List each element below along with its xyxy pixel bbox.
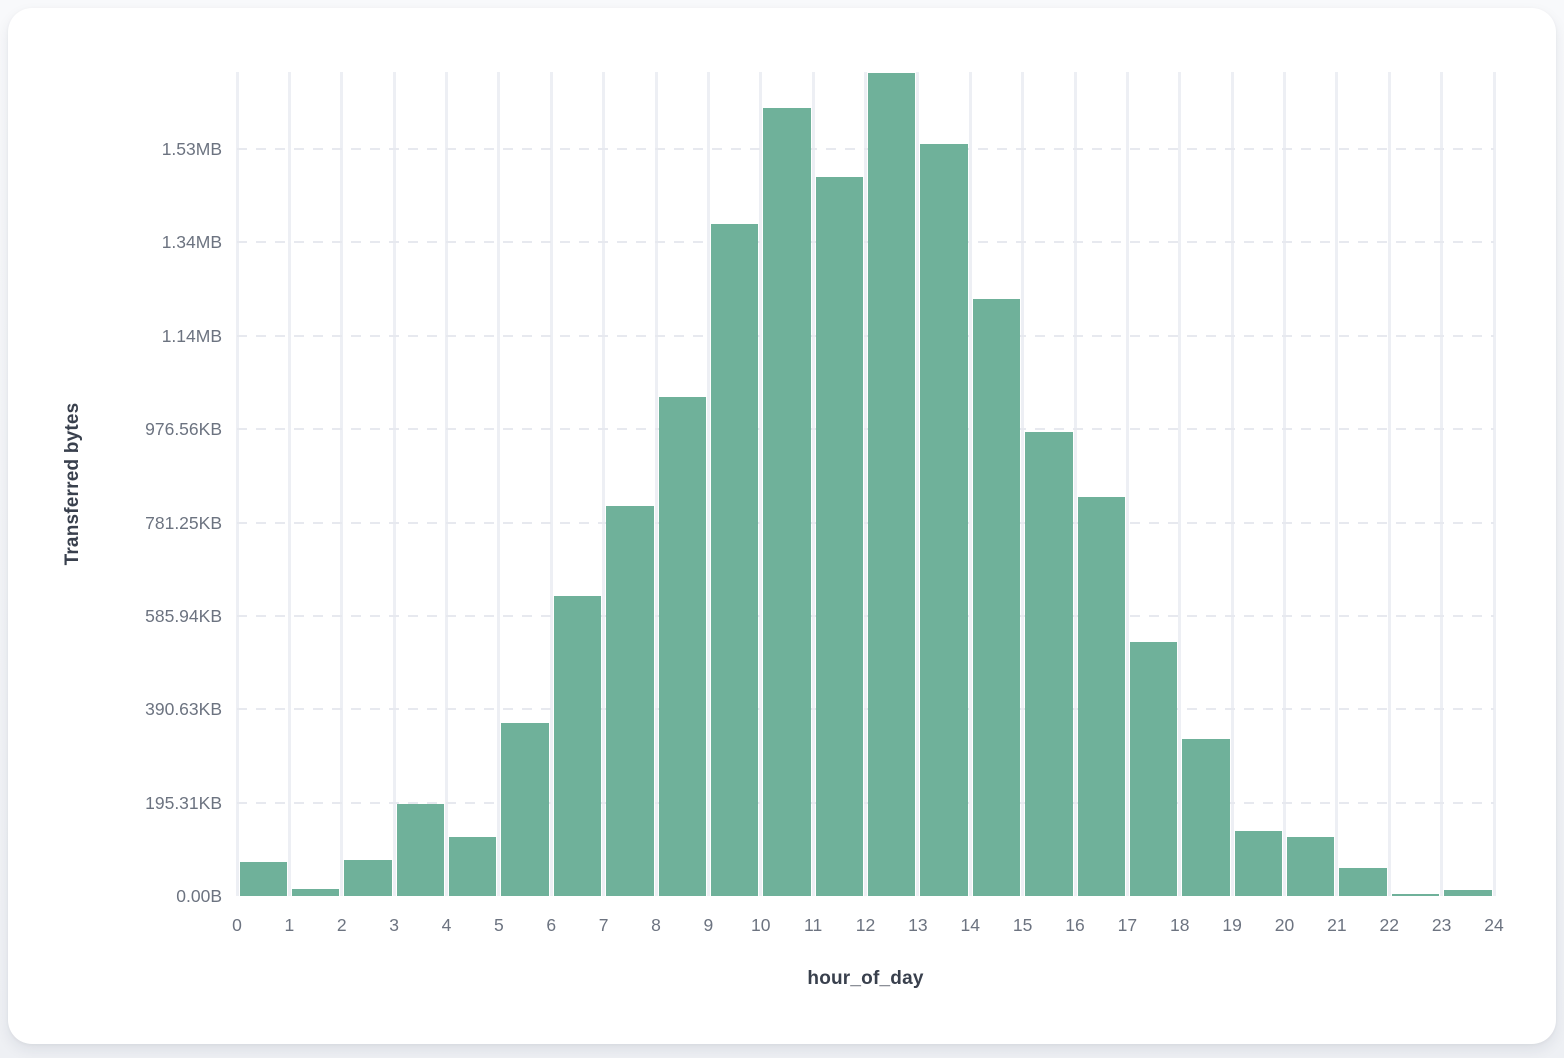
vertical-gridline-3 (392, 72, 396, 896)
chart-card: Transferred bytes hour_of_day 0.00B 195.3… (8, 8, 1556, 1044)
x-tick-label-20: 20 (1274, 915, 1295, 935)
y-tick-label-585.94KB: 585.94KB (145, 605, 222, 626)
vertical-gridline-21 (1335, 72, 1339, 896)
x-tick-label-15: 15 (1012, 915, 1033, 935)
plot-area: Transferred bytes hour_of_day 0.00B 195.3… (62, 72, 1504, 989)
bar-hour-2[interactable] (344, 860, 392, 896)
vertical-gridline-24 (1492, 72, 1496, 896)
bar-hour-16[interactable] (1077, 497, 1125, 896)
x-tick-label-0: 0 (232, 915, 242, 935)
bar-hour-0[interactable] (239, 862, 287, 896)
vertical-gridline-20 (1283, 72, 1286, 896)
vertical-gridline-2 (340, 72, 344, 896)
vertical-gridline-4 (445, 72, 448, 896)
vertical-gridline-14 (968, 72, 972, 896)
y-tick-label-1.34MB: 1.34MB (161, 232, 222, 253)
vertical-gridline-5 (497, 72, 501, 896)
horizontal-gridline-195.31KB (237, 801, 1494, 804)
bar-hour-19[interactable] (1234, 831, 1282, 896)
x-tick-label-19: 19 (1222, 915, 1242, 935)
x-tick-label-2: 2 (336, 915, 347, 935)
bar-hour-15[interactable] (1025, 432, 1073, 896)
vertical-gridline-16 (1073, 72, 1077, 896)
bar-hour-9[interactable] (710, 224, 759, 896)
x-tick-label-14: 14 (960, 915, 980, 935)
vertical-gridline-18 (1178, 72, 1182, 896)
horizontal-gridline-1.14MB (237, 334, 1494, 337)
bar-hour-17[interactable] (1129, 642, 1178, 896)
bar-hour-8[interactable] (658, 397, 706, 896)
x-tick-label-13: 13 (908, 915, 928, 935)
x-tick-label-22: 22 (1379, 915, 1399, 935)
bar-hour-23[interactable] (1444, 890, 1492, 896)
x-tick-label-12: 12 (855, 915, 876, 935)
x-axis-title: hour_of_day (807, 968, 924, 989)
x-tick-label-17: 17 (1117, 915, 1138, 935)
vertical-gridline-11 (811, 72, 815, 896)
horizontal-gridline-390.63KB (237, 708, 1494, 711)
bar-hour-13[interactable] (920, 144, 968, 896)
vertical-gridline-12 (864, 72, 867, 896)
bar-hour-14[interactable] (972, 299, 1021, 896)
y-tick-label-976.56KB: 976.56KB (145, 419, 222, 440)
x-tick-label-10: 10 (751, 915, 771, 935)
vertical-gridline-8 (654, 72, 658, 896)
bar-hour-10[interactable] (763, 108, 811, 896)
vertical-gridline-23 (1440, 72, 1444, 896)
y-tick-label-0.00B: 0.00B (176, 886, 222, 906)
bar-hour-18[interactable] (1182, 739, 1230, 896)
y-tick-label-390.63KB: 390.63KB (145, 699, 222, 720)
x-tick-label-24: 24 (1484, 915, 1504, 935)
horizontal-gridline-585.94KB (237, 614, 1494, 617)
vertical-gridline-10 (759, 72, 763, 896)
vertical-gridline-1 (287, 72, 291, 896)
horizontal-gridline-976.56KB (237, 428, 1494, 431)
x-tick-label-7: 7 (598, 915, 609, 935)
bar-hour-6[interactable] (553, 596, 602, 896)
vertical-gridline-13 (916, 72, 920, 896)
bar-hour-12[interactable] (868, 73, 916, 896)
y-tick-label-1.53MB: 1.53MB (161, 139, 222, 160)
bar-hour-21[interactable] (1339, 868, 1387, 896)
x-tick-label-18: 18 (1170, 915, 1190, 935)
x-tick-label-11: 11 (804, 915, 823, 935)
bar-hour-7[interactable] (606, 506, 654, 896)
bar-hour-4[interactable] (449, 837, 497, 896)
x-tick-label-6: 6 (546, 915, 557, 935)
y-tick-label-1.14MB: 1.14MB (161, 325, 222, 346)
x-tick-label-1: 1 (284, 915, 295, 935)
bar-hour-5[interactable] (501, 723, 549, 896)
x-tick-label-5: 5 (494, 915, 504, 935)
vertical-gridline-15 (1021, 72, 1025, 896)
y-tick-label-195.31KB: 195.31KB (145, 792, 222, 813)
vertical-gridline-0 (235, 72, 239, 896)
x-tick-label-23: 23 (1431, 915, 1452, 935)
y-tick-label-781.25KB: 781.25KB (145, 512, 222, 533)
bar-hour-11[interactable] (815, 177, 863, 896)
vertical-gridline-7 (602, 72, 606, 896)
x-tick-label-4: 4 (441, 915, 452, 935)
vertical-gridline-22 (1387, 72, 1391, 896)
bar-hour-20[interactable] (1287, 837, 1335, 896)
vertical-gridline-17 (1125, 72, 1129, 896)
x-tick-label-3: 3 (389, 915, 399, 935)
horizontal-gridline-781.25KB (237, 521, 1494, 524)
x-tick-label-16: 16 (1065, 915, 1085, 935)
bar-hour-22[interactable] (1391, 894, 1440, 896)
x-tick-label-8: 8 (651, 915, 661, 935)
x-tick-label-9: 9 (703, 915, 714, 935)
vertical-gridline-19 (1230, 72, 1234, 896)
vertical-gridline-6 (549, 72, 553, 896)
horizontal-gridline-1.34MB (237, 241, 1494, 244)
bar-hour-3[interactable] (396, 804, 444, 896)
x-tick-label-21: 21 (1327, 915, 1347, 935)
vertical-gridline-9 (706, 72, 710, 896)
horizontal-gridline-1.53MB (237, 148, 1494, 151)
bar-hour-1[interactable] (291, 889, 340, 896)
